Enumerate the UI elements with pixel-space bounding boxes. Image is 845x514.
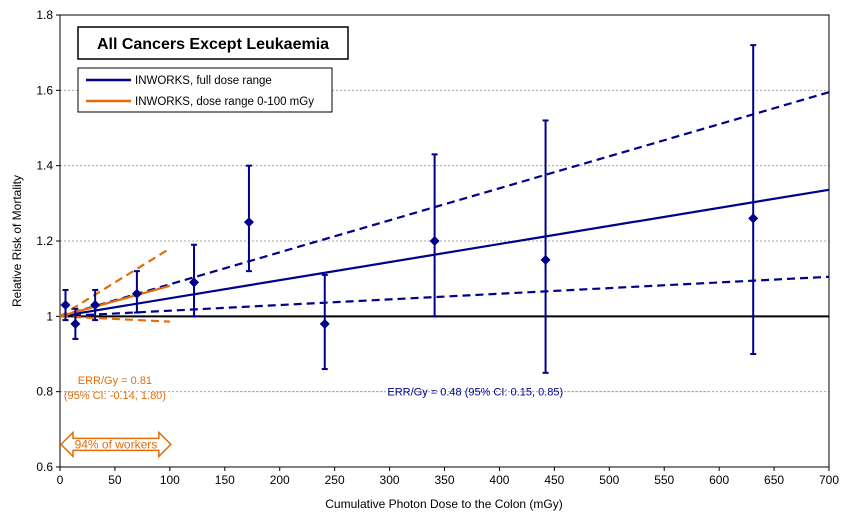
x-tick-label: 550 xyxy=(654,473,674,487)
x-tick-label: 150 xyxy=(215,473,235,487)
x-tick-label: 100 xyxy=(160,473,180,487)
y-axis-label: Relative Risk of Mortality xyxy=(10,175,24,307)
y-tick-label: 0.8 xyxy=(36,385,53,399)
fit-line-central xyxy=(59,284,171,318)
x-tick-label: 500 xyxy=(599,473,619,487)
x-tick-label: 350 xyxy=(434,473,454,487)
data-point-marker xyxy=(189,277,200,288)
y-tick-label: 1.2 xyxy=(36,234,53,248)
x-tick-label: 200 xyxy=(270,473,290,487)
gridlines xyxy=(60,89,829,393)
legend-label-low: INWORKS, dose range 0-100 mGy xyxy=(135,96,314,108)
x-tick-label: 400 xyxy=(489,473,509,487)
legend-label-full: INWORKS, full dose range xyxy=(135,75,272,87)
data-points xyxy=(60,44,759,374)
data-point-marker xyxy=(319,318,330,329)
data-point-marker xyxy=(131,288,142,299)
data-point-marker xyxy=(70,318,81,329)
fit-line-ci-lower xyxy=(59,315,170,323)
y-tick-label: 1.8 xyxy=(36,8,53,22)
legend: INWORKS, full dose range INWORKS, dose r… xyxy=(77,67,333,113)
fit-line-ci-upper xyxy=(59,91,830,318)
data-point-marker xyxy=(243,217,254,228)
low-dose-ci-label: (95% CI: -0.14, 1.80) xyxy=(64,390,166,402)
chart-title: All Cancers Except Leukaemia xyxy=(97,36,329,53)
data-point-marker xyxy=(90,300,101,311)
full-range-err-label: ERR/Gy = 0.48 (95% CI: 0.15, 0.85) xyxy=(387,387,563,399)
title-box xyxy=(77,26,349,60)
x-tick-label: 450 xyxy=(544,473,564,487)
data-point-marker xyxy=(540,254,551,265)
low-dose-err-label: ERR/Gy = 0.81 xyxy=(78,375,152,387)
x-tick-label: 0 xyxy=(57,473,64,487)
fit-line-ci-lower xyxy=(59,275,830,318)
y-tick-label: 1 xyxy=(46,309,53,323)
fit-line-central xyxy=(59,188,830,318)
y-axis-ticks: 0.6 0.8 1 1.2 1.4 1.6 1.8 xyxy=(36,8,60,474)
y-tick-label: 0.6 xyxy=(36,460,53,474)
x-tick-label: 250 xyxy=(325,473,345,487)
x-axis-label: Cumulative Photon Dose to the Colon (mGy… xyxy=(325,497,562,511)
y-tick-label: 1.6 xyxy=(36,83,53,97)
x-tick-label: 600 xyxy=(709,473,729,487)
workers-share-label: 94% of workers xyxy=(75,437,158,451)
x-tick-label: 650 xyxy=(764,473,784,487)
data-point-marker xyxy=(60,300,71,311)
x-axis-ticks: 0 50 100 150 200 250 300 350 400 450 500 550 600 650 7… xyxy=(57,467,839,487)
x-tick-label: 50 xyxy=(108,473,122,487)
x-tick-label: 300 xyxy=(380,473,400,487)
legend-box xyxy=(77,67,333,113)
fit-line-ci-upper xyxy=(59,247,171,318)
workers-double-arrow xyxy=(59,430,172,459)
y-tick-label: 1.4 xyxy=(36,159,53,173)
data-point-marker xyxy=(429,236,440,246)
fit-lines xyxy=(59,91,830,323)
x-tick-label: 700 xyxy=(819,473,839,487)
data-point-marker xyxy=(748,213,759,224)
